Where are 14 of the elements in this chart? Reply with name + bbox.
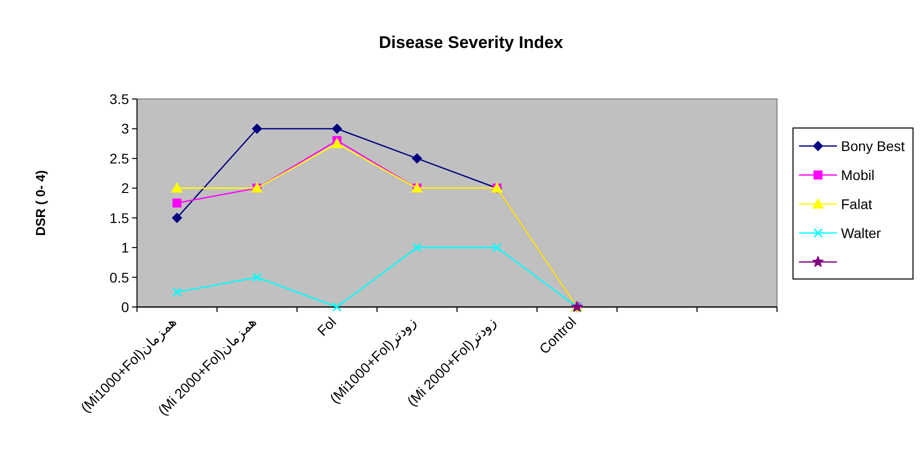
legend-label: Walter (841, 225, 882, 241)
y-tick-label: 3.5 (110, 91, 130, 107)
y-tick-label: 0.5 (110, 269, 130, 286)
y-tick-label: 2.5 (110, 150, 130, 166)
chart-title: Disease Severity Index (378, 33, 564, 52)
y-tick-label: 2 (121, 180, 130, 196)
y-axis-title: DSR ( 0- 4) (33, 170, 48, 236)
legend-label: Bony Best (841, 138, 905, 154)
legend-label: Mobil (841, 167, 874, 183)
y-tick-label: 3 (121, 120, 130, 137)
y-tick-label: 0 (121, 299, 130, 315)
legend-label: Falat (841, 196, 872, 212)
y-tick-label: 1 (121, 240, 130, 256)
y-tick-label: 1.5 (110, 210, 130, 226)
